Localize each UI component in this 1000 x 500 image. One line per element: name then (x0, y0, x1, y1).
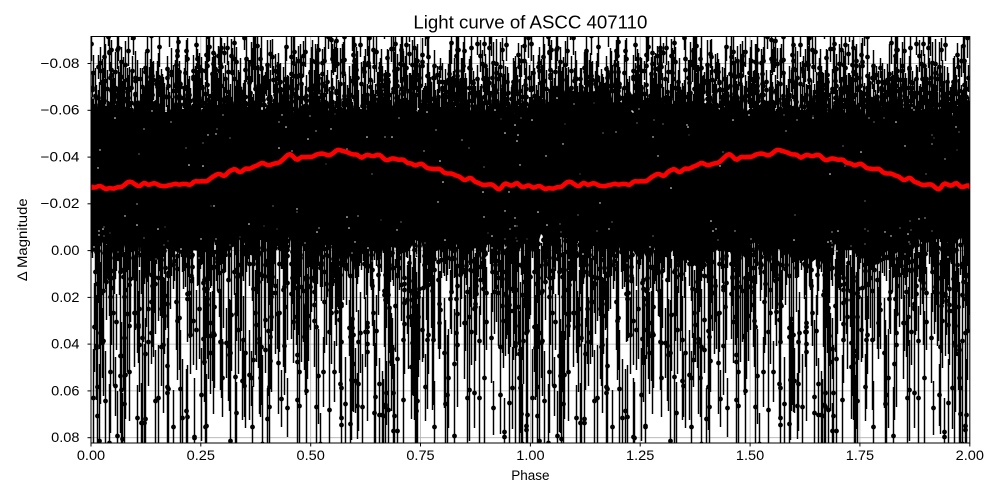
svg-text:−0.04: −0.04 (41, 150, 81, 165)
svg-text:−0.06: −0.06 (41, 103, 80, 118)
svg-text:Phase: Phase (511, 468, 549, 483)
svg-text:0.00: 0.00 (51, 243, 79, 258)
svg-text:−0.02: −0.02 (41, 196, 80, 211)
svg-text:−0.08: −0.08 (41, 56, 80, 71)
svg-text:1.75: 1.75 (846, 448, 874, 463)
svg-text:2.00: 2.00 (956, 448, 984, 463)
svg-text:0.02: 0.02 (51, 290, 79, 305)
svg-text:0.00: 0.00 (77, 448, 105, 463)
svg-text:0.25: 0.25 (187, 448, 215, 463)
svg-text:0.50: 0.50 (297, 448, 325, 463)
svg-text:0.04: 0.04 (51, 337, 80, 352)
svg-text:1.25: 1.25 (626, 448, 654, 463)
svg-text:0.08: 0.08 (51, 430, 79, 445)
svg-text:1.00: 1.00 (516, 448, 544, 463)
svg-text:Light curve of ASCC 407110: Light curve of ASCC 407110 (413, 11, 647, 32)
svg-text:0.06: 0.06 (51, 383, 79, 398)
svg-text:1.50: 1.50 (736, 448, 764, 463)
svg-text:Δ Magnitude: Δ Magnitude (15, 198, 30, 281)
svg-text:0.75: 0.75 (406, 448, 434, 463)
